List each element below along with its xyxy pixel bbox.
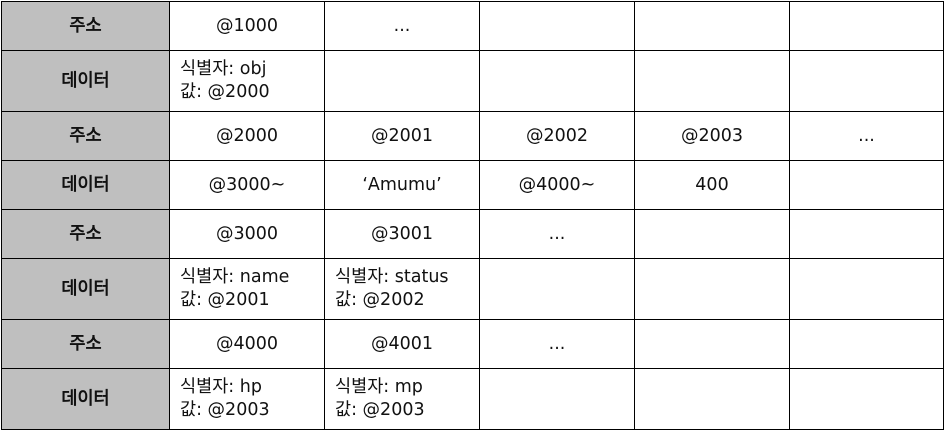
cell-text: @4000 — [215, 333, 279, 354]
address-cell: @2000 — [169, 111, 325, 161]
data-cell — [789, 160, 944, 210]
data-cell: @4000~ — [479, 160, 635, 210]
address-cell: @4000 — [169, 319, 325, 369]
address-cell: ... — [479, 319, 635, 369]
data-row-header: 데이터 — [1, 368, 170, 430]
address-cell — [634, 319, 790, 369]
address-cell: @2002 — [479, 111, 635, 161]
identifier-text: 식별자: hp — [180, 377, 262, 397]
cell-text: @3000 — [215, 223, 279, 244]
cell-text: @2003 — [680, 125, 744, 146]
cell-text: @2001 — [370, 125, 434, 146]
cell-text: @2002 — [525, 125, 589, 146]
data-cell — [634, 258, 790, 320]
data-cell — [789, 368, 944, 430]
cell-text: @1000 — [215, 15, 279, 36]
data-cell — [634, 368, 790, 430]
address-cell: @2003 — [634, 111, 790, 161]
cell-text: @3000~ — [208, 174, 286, 195]
value-text: 값: @2001 — [180, 290, 270, 310]
address-cell — [789, 1, 944, 51]
data-cell: 400 — [634, 160, 790, 210]
cell-text: ... — [548, 333, 566, 354]
data-cell — [634, 50, 790, 112]
cell-text: ... — [858, 125, 875, 146]
data-row-header: 데이터 — [1, 258, 170, 320]
address-cell: ... — [789, 111, 944, 161]
table-row: 주소 @1000... — [1, 1, 944, 51]
data-cell: 식별자: hp 값: @2003 — [169, 368, 325, 430]
cell-text: 400 — [695, 174, 729, 195]
address-row-header: 주소 — [1, 1, 170, 51]
value-text: 값: @2000 — [180, 82, 270, 102]
address-cell — [634, 209, 790, 259]
data-cell: ‘Amumu’ — [324, 160, 480, 210]
cell-text: ... — [548, 223, 566, 244]
table-row: 데이터 식별자: obj 값: @2000 — [1, 50, 944, 112]
cell-text: @4001 — [370, 333, 434, 354]
address-cell: @2001 — [324, 111, 480, 161]
data-cell — [789, 258, 944, 320]
data-cell: @3000~ — [169, 160, 325, 210]
data-cell — [324, 50, 480, 112]
address-cell: @3000 — [169, 209, 325, 259]
value-text: 값: @2003 — [335, 400, 425, 420]
address-cell: ... — [324, 1, 480, 51]
data-cell: 식별자: mp 값: @2003 — [324, 368, 480, 430]
cell-text: ... — [393, 15, 411, 36]
table-row: 주소 @3000 @3001... — [1, 209, 944, 259]
address-row-header: 주소 — [1, 111, 170, 161]
table-row: 주소 @2000 @2001 @2002 @2003... — [1, 111, 944, 161]
cell-text: @2000 — [215, 125, 279, 146]
data-cell — [479, 258, 635, 320]
address-cell — [789, 209, 944, 259]
address-cell: @3001 — [324, 209, 480, 259]
data-row-header: 데이터 — [1, 50, 170, 112]
identifier-text: 식별자: obj — [180, 59, 267, 79]
data-row-header: 데이터 — [1, 160, 170, 210]
memory-table-body: 주소 @1000... 데이터 식별자: obj 값: @2000 주소 @2000 @200… — [1, 1, 944, 430]
value-text: 값: @2002 — [335, 290, 425, 310]
address-cell — [789, 319, 944, 369]
cell-text: @3001 — [370, 223, 434, 244]
table-row: 데이터 @3000~ ‘Amumu’ @4000~ 400 — [1, 160, 944, 210]
table-row: 데이터 식별자: name 값: @2001 식별자: status 값: @2002 — [1, 258, 944, 320]
address-cell — [479, 1, 635, 51]
data-cell: 식별자: status 값: @2002 — [324, 258, 480, 320]
address-cell: ... — [479, 209, 635, 259]
table-row: 데이터 식별자: hp 값: @2003 식별자: mp 값: @2003 — [1, 368, 944, 430]
identifier-text: 식별자: name — [180, 267, 290, 287]
address-cell: @1000 — [169, 1, 325, 51]
address-cell: @4001 — [324, 319, 480, 369]
memory-table: 주소 @1000... 데이터 식별자: obj 값: @2000 주소 @2000 @200… — [1, 1, 944, 430]
data-cell — [479, 50, 635, 112]
cell-text: @4000~ — [518, 174, 596, 195]
data-cell: 식별자: obj 값: @2000 — [169, 50, 325, 112]
address-row-header: 주소 — [1, 209, 170, 259]
data-cell — [789, 50, 944, 112]
value-text: 값: @2003 — [180, 400, 270, 420]
address-row-header: 주소 — [1, 319, 170, 369]
identifier-text: 식별자: mp — [335, 377, 423, 397]
address-cell — [634, 1, 790, 51]
identifier-text: 식별자: status — [335, 267, 449, 287]
data-cell — [479, 368, 635, 430]
cell-text: ‘Amumu’ — [362, 174, 442, 195]
data-cell: 식별자: name 값: @2001 — [169, 258, 325, 320]
table-row: 주소 @4000 @4001... — [1, 319, 944, 369]
